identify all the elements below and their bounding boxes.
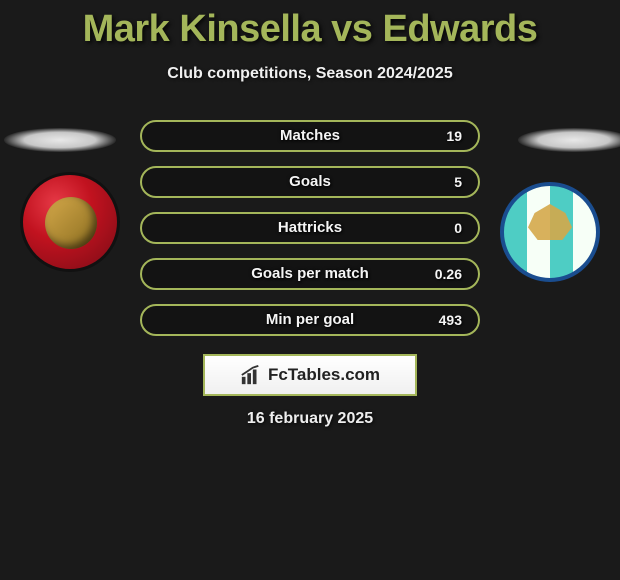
stat-row: Hattricks 0: [140, 212, 480, 244]
stats-list: Matches 19 Goals 5 Hattricks 0 Goals per…: [140, 120, 480, 350]
stat-row: Matches 19: [140, 120, 480, 152]
club-crest-right: [500, 182, 600, 282]
stat-value: 19: [446, 122, 462, 150]
stat-row: Goals per match 0.26: [140, 258, 480, 290]
comparison-card: Mark Kinsella vs Edwards Club competitio…: [0, 0, 620, 580]
stat-row: Min per goal 493: [140, 304, 480, 336]
shadow-left: [4, 128, 116, 152]
club-crest-left: [20, 172, 120, 272]
bars-icon: [240, 364, 262, 386]
stat-label: Hattricks: [142, 214, 478, 242]
stat-label: Goals: [142, 168, 478, 196]
brand-badge[interactable]: FcTables.com: [203, 354, 417, 396]
stat-label: Matches: [142, 122, 478, 150]
page-title: Mark Kinsella vs Edwards: [0, 0, 620, 51]
stat-label: Min per goal: [142, 306, 478, 334]
date-label: 16 february 2025: [0, 410, 620, 428]
stat-value: 5: [454, 168, 462, 196]
subtitle: Club competitions, Season 2024/2025: [0, 65, 620, 83]
stat-value: 493: [439, 306, 462, 334]
stat-row: Goals 5: [140, 166, 480, 198]
stat-value: 0: [454, 214, 462, 242]
stat-value: 0.26: [435, 260, 462, 288]
stat-label: Goals per match: [142, 260, 478, 288]
brand-text: FcTables.com: [268, 365, 380, 385]
shadow-right: [518, 128, 620, 152]
